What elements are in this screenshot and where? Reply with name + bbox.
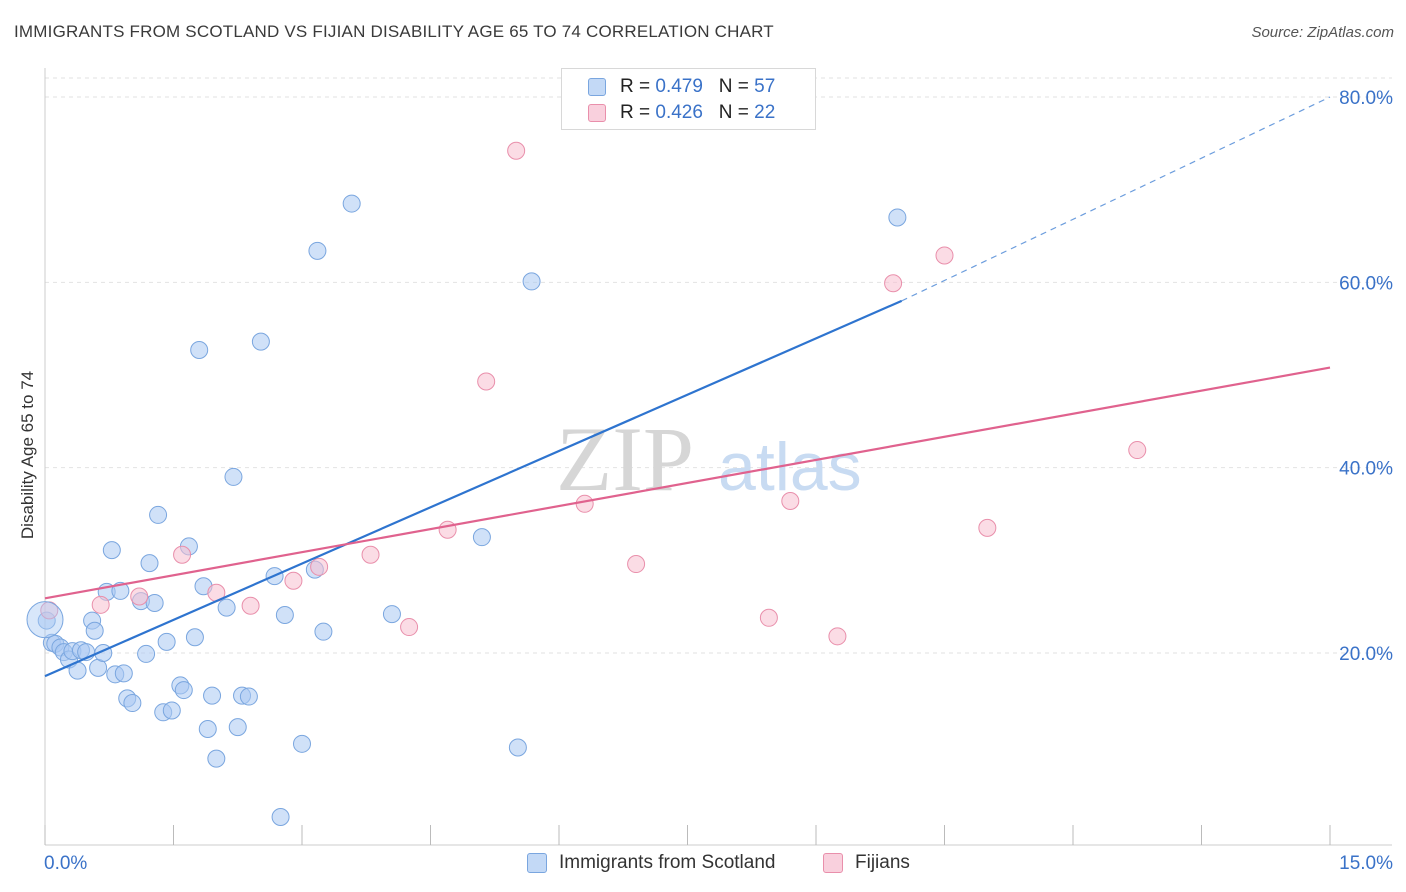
fijians-point [91,595,110,614]
scotland-point [145,593,164,612]
y-tick-label: 80.0% [1339,88,1393,109]
fijians-point [507,141,526,160]
scotland-point-large [26,601,64,639]
fijians-point [241,596,260,615]
scotland-point [251,332,270,351]
fijians-point [130,587,149,606]
legend-n-value: 22 [754,102,776,123]
fijians-point [759,608,778,627]
legend-r-value: 0.479 [655,76,703,97]
fijians-point [173,545,192,564]
fijians-point [828,627,847,646]
scotland-point [85,621,104,640]
scotland-point [308,241,327,260]
scotland-point [228,718,247,737]
scotland-point [157,632,176,651]
bottom-swatch-scotland [527,853,547,873]
legend-n-label: N = [718,76,755,97]
scotland-point [140,554,159,573]
scotland-point [190,340,209,359]
x-tick-label: 0.0% [44,853,87,874]
scotland-trend-line [44,299,903,678]
scotland-point [472,528,491,547]
fijians-point [935,246,954,265]
scotland-point [275,606,294,625]
fijians-point [1128,441,1147,460]
legend-n-label: N = [718,102,755,123]
fijians-point [978,518,997,537]
legend-swatch-scotland [588,78,606,96]
bottom-legend-label-scotland: Immigrants from Scotland [559,852,776,873]
scotland-point [293,734,311,753]
scotland-point [185,628,204,647]
scotland-point [174,681,193,700]
scotland-point [224,467,243,486]
y-tick-label: 40.0% [1339,459,1393,480]
fijians-point [627,555,646,574]
fijians-point [575,494,594,513]
scotland-point [888,208,907,227]
scotland-point [342,194,361,213]
legend-r-label: R = [620,76,656,97]
legend-text-scotland: R = 0.479 N = 57 [620,76,775,98]
scotland-point [149,505,168,524]
scotland-point [382,605,401,624]
scotland-point [239,687,258,706]
scotland-point [162,701,181,720]
fijians-point [310,557,329,576]
scotland-point [271,808,290,827]
scotland-point [137,644,156,663]
scotland-point [314,622,333,641]
fijians-point [400,618,419,637]
scotland-point [217,598,236,617]
y-axis-label: Disability Age 65 to 74 [18,370,37,540]
fijians-point [284,571,303,590]
legend-swatch-fijians [588,104,606,122]
x-tick-label: 15.0% [1339,853,1393,874]
fijians-point [361,545,380,564]
scotland-point [207,749,226,768]
scotland-trend-extension [901,96,1331,302]
scotland-point [522,272,541,291]
scotland-point [508,738,527,757]
y-tick-label: 60.0% [1339,273,1393,294]
source-credit: Source: ZipAtlas.com [1251,24,1394,41]
legend-n-value: 57 [754,76,776,97]
bottom-swatch-fijians [823,853,843,873]
correlation-legend: R = 0.479 N = 57 R = 0.426 N = 22 [561,68,816,130]
legend-text-fijians: R = 0.426 N = 22 [620,102,775,124]
fijians-trend-line [44,366,1331,600]
y-tick-label: 20.0% [1339,644,1393,665]
scotland-point [102,541,121,560]
scotland-point [198,719,217,738]
scotland-point [123,694,142,713]
legend-r-value: 0.426 [655,102,703,123]
chart-title: IMMIGRANTS FROM SCOTLAND VS FIJIAN DISAB… [14,22,774,41]
fijians-point [477,372,496,391]
watermark-zip: ZIP [556,408,694,510]
bottom-legend-label-fijians: Fijians [855,852,910,873]
legend-r-label: R = [620,102,656,123]
scotland-point [203,686,222,705]
fijians-point [781,492,800,511]
scotland-point [114,664,133,683]
fijians-point [884,274,903,293]
fijians-point [438,520,457,539]
